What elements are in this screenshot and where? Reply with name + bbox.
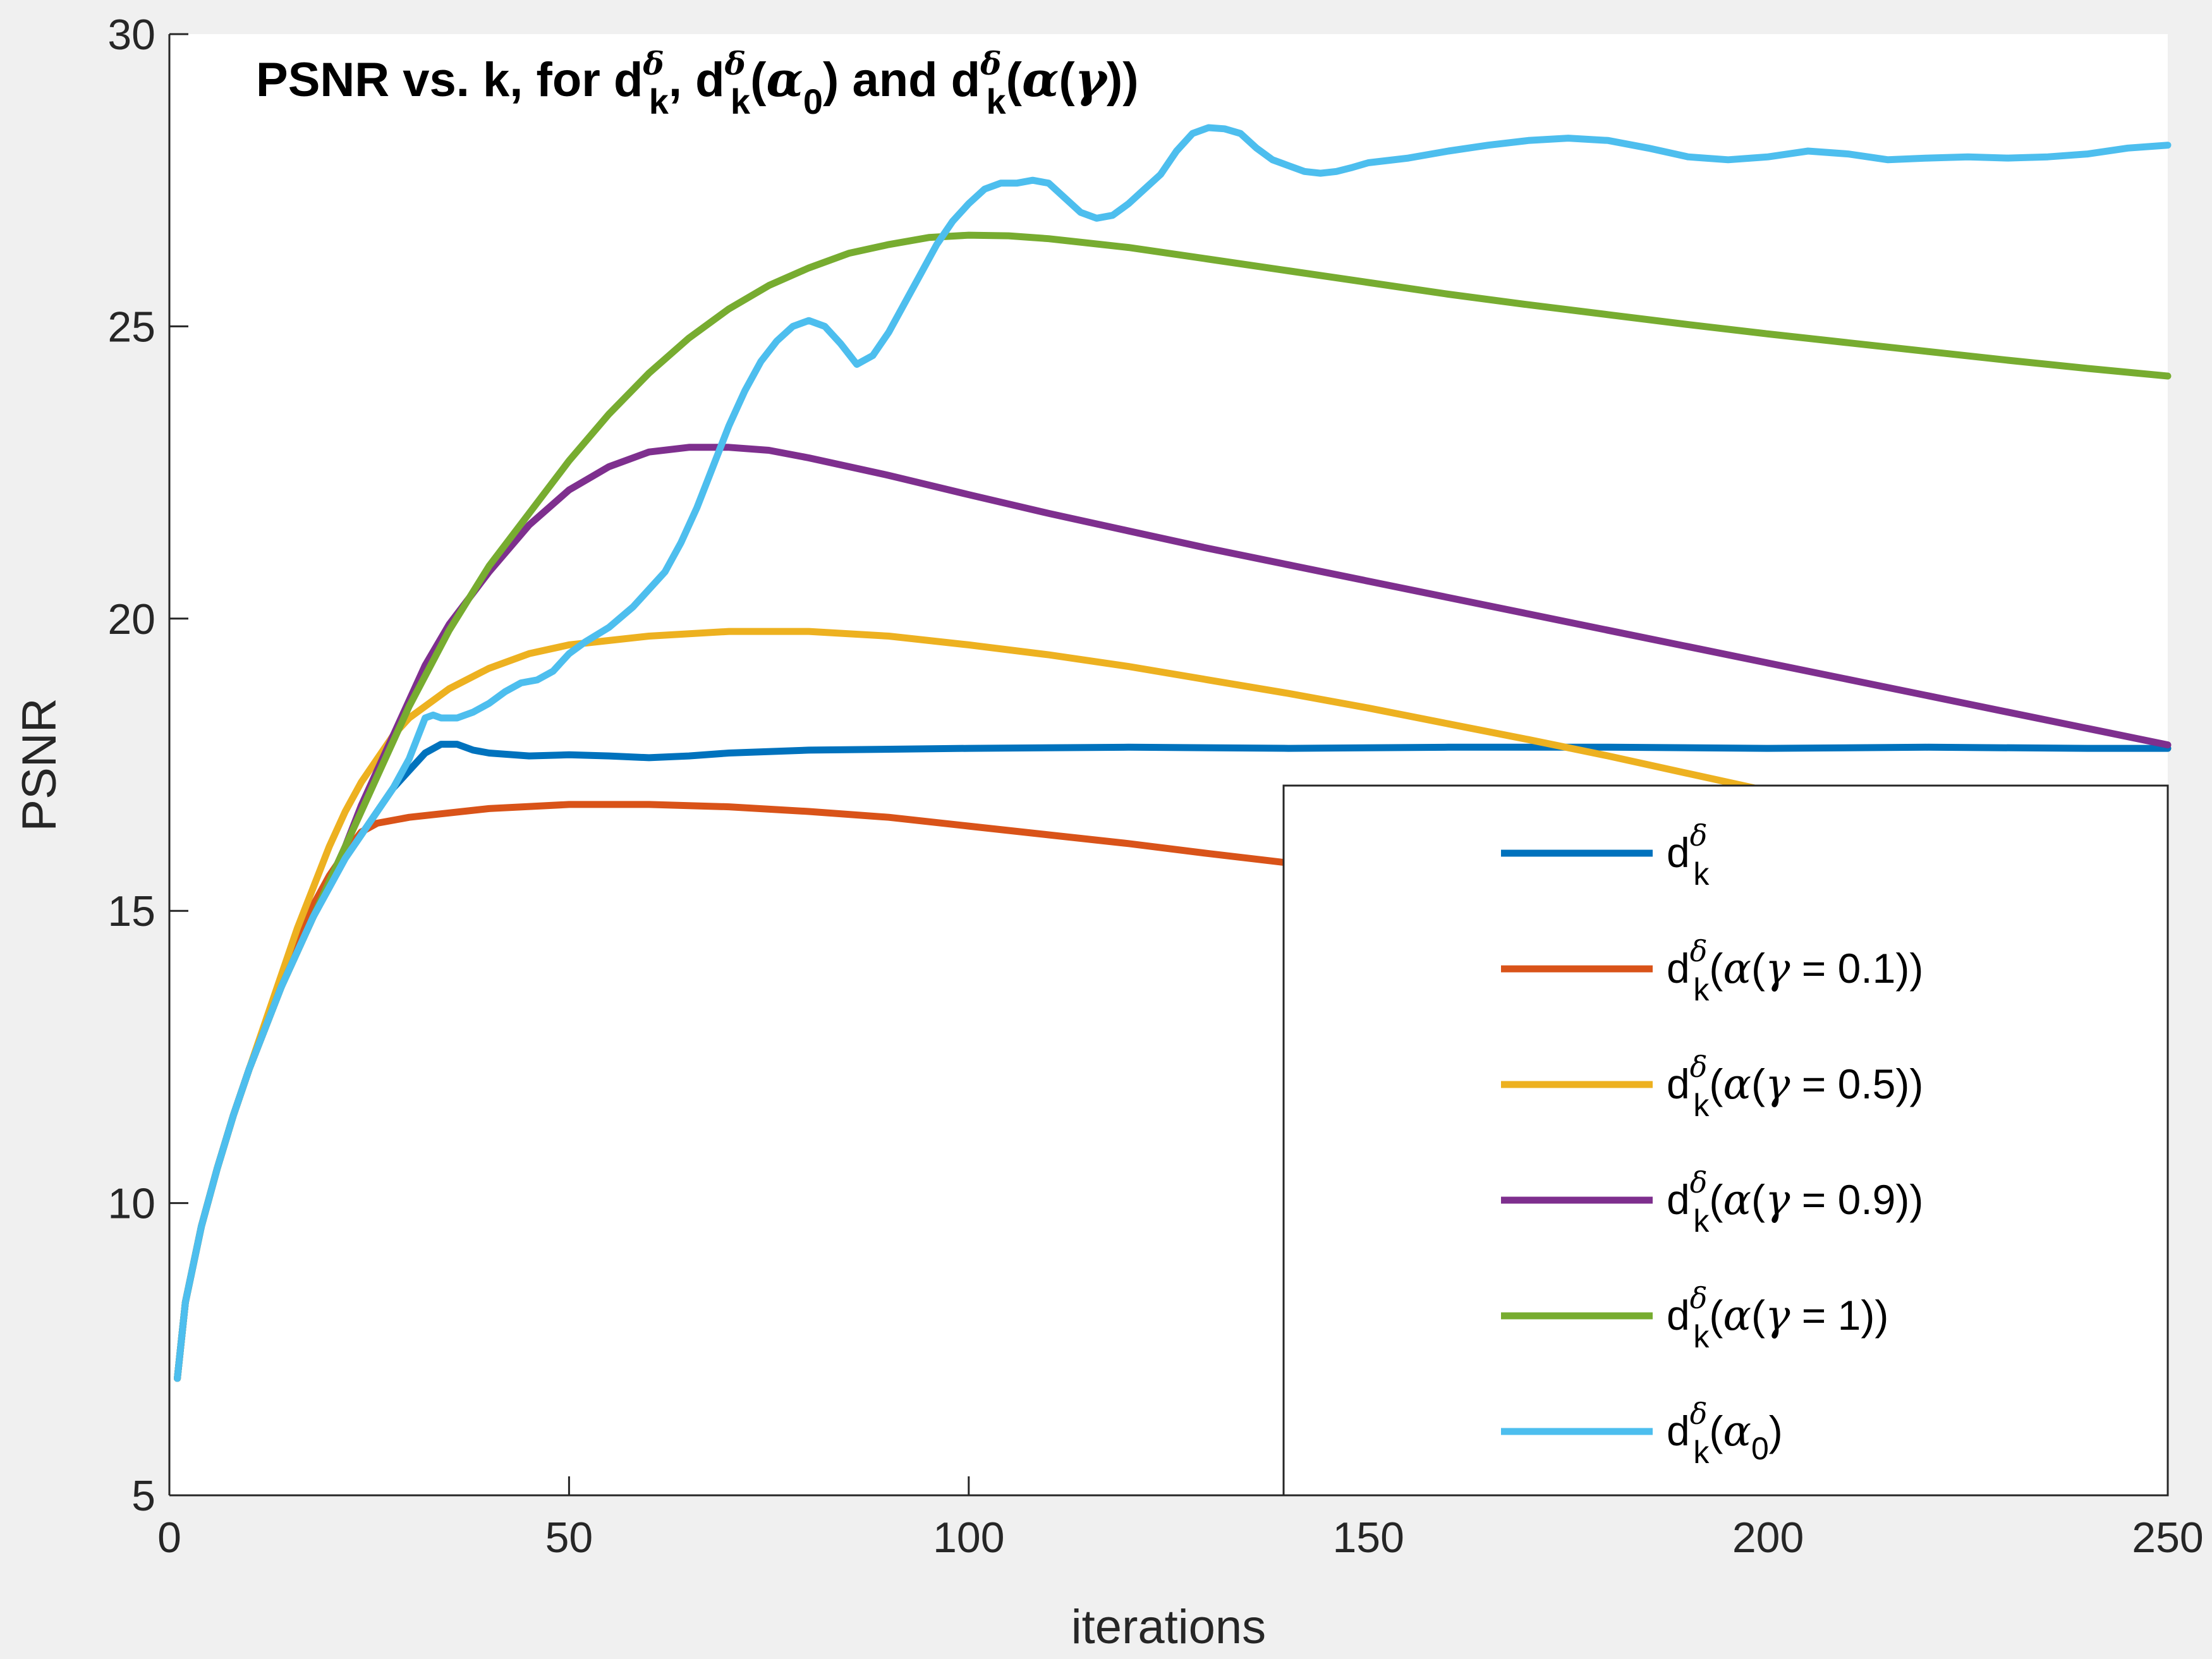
legend-items: dδ k dδ k(α(γ = 0.1)) dδ k(α(γ = 0.5)) dδ k(α(γ… [1501, 818, 1923, 1470]
legend-label: dδ k(α(γ = 0.5)) [1667, 1050, 1923, 1123]
x-tick-label: 100 [933, 1514, 1004, 1562]
legend-label: dδ k [1667, 818, 1710, 892]
y-tick-label: 15 [107, 887, 155, 935]
legend-item-alpha0[interactable]: dδ k(α0) [1501, 1397, 1783, 1470]
legend-label: dδ k(α(γ = 0.9)) [1667, 1165, 1923, 1239]
x-tick-label: 0 [157, 1514, 181, 1562]
legend-item-dk[interactable]: dδ k [1501, 818, 1710, 892]
legend-item-gamma01[interactable]: dδ k(α(γ = 0.1)) [1501, 934, 1923, 1007]
y-tick-label: 25 [107, 303, 155, 351]
legend-item-gamma09[interactable]: dδ k(α(γ = 0.9)) [1501, 1165, 1923, 1239]
y-tick-label: 5 [131, 1472, 155, 1520]
series-layer [174, 124, 2172, 1382]
y-tick-label: 30 [107, 11, 155, 59]
x-tick-label: 250 [2132, 1514, 2203, 1562]
x-tick-label: 50 [545, 1514, 593, 1562]
x-axis-label: iterations [1071, 1600, 1266, 1654]
y-axis-label: PSNR [13, 698, 66, 831]
legend-label: dδ k(α(γ = 1)) [1667, 1281, 1888, 1354]
x-tick-label: 150 [1332, 1514, 1404, 1562]
legend[interactable]: dδ k dδ k(α(γ = 0.1)) dδ k(α(γ = 0.5)) dδ k(α(γ… [1282, 784, 2169, 1497]
legend-label: dδ k(α(γ = 0.1)) [1667, 934, 1923, 1007]
tick-layer: 0 50 100 150 200 250 5 10 15 20 25 30 [107, 11, 2203, 1562]
legend-item-gamma05[interactable]: dδ k(α(γ = 0.5)) [1501, 1050, 1923, 1123]
legend-item-gamma1[interactable]: dδ k(α(γ = 1)) [1501, 1281, 1888, 1354]
y-tick-label: 20 [107, 595, 155, 643]
legend-label: dδ k(α0) [1667, 1397, 1783, 1470]
chart-title: PSNR vs. k, for dδ k, dδ k(α0) and dδ k(α(γ… [256, 45, 1139, 121]
y-tick-label: 10 [107, 1180, 155, 1228]
legend-box [1282, 784, 2169, 1497]
x-tick-label: 200 [1732, 1514, 1804, 1562]
series-line-alpha0 [174, 124, 2172, 1382]
